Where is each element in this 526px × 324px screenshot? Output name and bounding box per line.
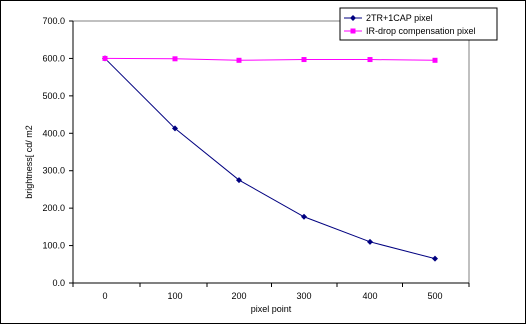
data-point-diamond — [172, 125, 178, 132]
y-axis-title: brightness[ cd/ m2 — [24, 125, 34, 199]
x-tick-label: 0 — [102, 291, 107, 301]
y-axis-ticks: 0.0 100.0 200.0 300.0 400.0 500.0 600.0 700.0 — [42, 16, 74, 288]
x-tick-label: 500 — [427, 291, 442, 301]
y-tick-label: 0.0 — [52, 278, 65, 288]
legend-marker-diamond — [350, 15, 356, 21]
legend-box — [339, 7, 498, 41]
x-tick-label: 200 — [231, 291, 246, 301]
legend-marker-square — [350, 28, 356, 34]
y-tick-label: 100.0 — [42, 241, 65, 251]
plot-area — [72, 20, 470, 284]
data-point-square — [236, 57, 242, 63]
x-tick-label: 300 — [296, 291, 311, 301]
legend-label: 2TR+1CAP pixel — [366, 13, 433, 23]
data-point-diamond — [301, 213, 307, 220]
x-tick-label: 400 — [362, 291, 377, 301]
series-line-2 — [104, 57, 436, 61]
x-tick-label: 100 — [167, 291, 182, 301]
data-point-diamond — [236, 177, 242, 184]
series-line-1 — [104, 58, 436, 260]
data-point-square — [301, 57, 307, 63]
data-point-square — [367, 57, 373, 63]
y-tick-label: 600.0 — [42, 53, 65, 63]
data-point-diamond — [432, 255, 438, 262]
data-point-square — [172, 56, 178, 62]
x-axis-title: pixel point — [251, 304, 292, 314]
x-axis-ticks: 0 100 200 300 400 500 — [72, 282, 470, 301]
series-layer — [102, 55, 438, 262]
y-tick-label: 200.0 — [42, 203, 65, 213]
y-tick-label: 500.0 — [42, 91, 65, 101]
data-point-square — [432, 57, 438, 63]
plot-frame — [72, 20, 470, 284]
legend: 2TR+1CAP pixel IR-drop compensation pixel — [339, 7, 498, 41]
y-tick-label: 700.0 — [42, 16, 65, 26]
legend-label: IR-drop compensation pixel — [366, 26, 476, 36]
data-point-square — [102, 55, 108, 61]
y-tick-label: 400.0 — [42, 128, 65, 138]
data-point-diamond — [367, 238, 373, 245]
y-tick-label: 300.0 — [42, 166, 65, 176]
